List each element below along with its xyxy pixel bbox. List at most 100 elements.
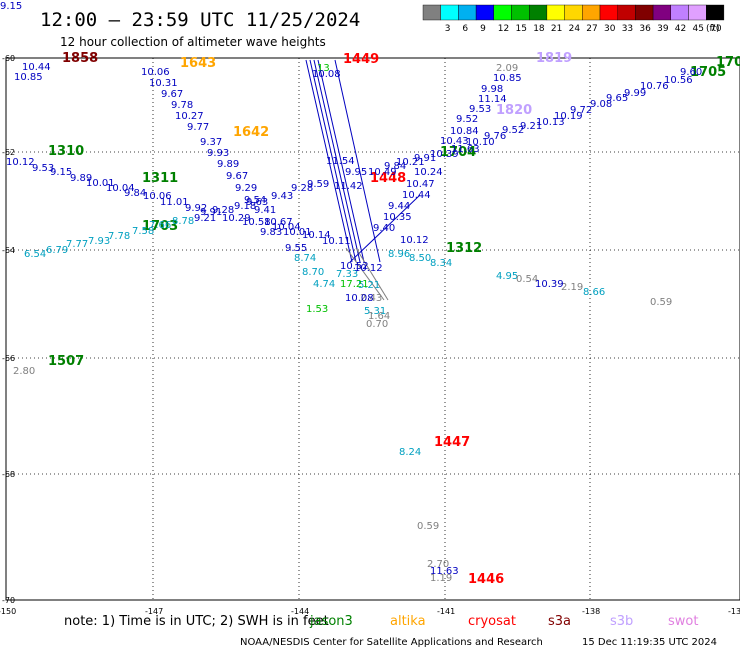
- wave-height-value: 9.54: [244, 195, 266, 206]
- footer-timestamp: 15 Dec 11:19:35 UTC 2024: [582, 637, 717, 648]
- track-labels: 1858 1643 1642 1449 1448 1447 1446 1819 …: [48, 51, 740, 587]
- track-label-1643: 1643: [180, 56, 216, 71]
- wave-height-value: 10.21: [396, 157, 425, 168]
- colorbar-tick-label: 39: [657, 24, 669, 34]
- colorbar-tick-label: 15: [516, 24, 527, 34]
- colorbar-tick-label: 24: [569, 24, 581, 34]
- wave-height-value: 2.70: [427, 559, 449, 570]
- colorbar-tick-label: 3: [445, 24, 451, 34]
- wave-height-value: 9.92: [185, 203, 207, 214]
- track-label-1819: 1819: [536, 51, 572, 66]
- lon-tick-label: -144: [291, 607, 309, 616]
- wave-height-value: 10.44: [402, 190, 431, 201]
- wave-height-value: 9.89: [70, 173, 92, 184]
- track-line: [345, 247, 385, 301]
- wave-height-value: 9.89: [217, 159, 239, 170]
- wave-height-value: 10.58: [242, 217, 271, 228]
- lat-tick-label: -70: [2, 596, 15, 605]
- wave-height-value: 1.19: [430, 573, 452, 584]
- wave-height-value: 17.21: [340, 279, 369, 290]
- wave-height-value: 9.52: [502, 125, 524, 136]
- track-line: [309, 59, 357, 263]
- wave-height-value: 8.96: [388, 249, 410, 260]
- colorbar-swatch: [546, 4, 565, 21]
- wave-height-value: 10.29: [222, 213, 251, 224]
- track-label-1507: 1507: [48, 354, 84, 369]
- footer-credit: NOAA/NESDIS Center for Satellite Applica…: [240, 637, 543, 648]
- colorbar-tick-label: 21: [551, 24, 562, 34]
- wave-height-value: 2.80: [13, 366, 35, 377]
- wave-height-value: 8.70: [302, 267, 324, 278]
- wave-height-value: 10.52: [340, 261, 369, 272]
- wave-height-value: 10.56: [664, 75, 693, 86]
- satellite-legend-s3a: s3a: [548, 614, 571, 629]
- wave-height-value: 10.12: [400, 235, 429, 246]
- wave-height-value: 10.31: [149, 78, 178, 89]
- track-label-1449: 1449: [343, 52, 379, 67]
- colorbar-tick-label: 42: [675, 24, 686, 34]
- wave-height-value: 10.49: [368, 167, 397, 178]
- wave-height-value: 0.59: [650, 297, 672, 308]
- colorbar-tick-label: 33: [622, 24, 633, 34]
- colorbar-tick-label: 9: [480, 24, 486, 34]
- wave-height-value: 10.67: [264, 217, 293, 228]
- colorbar-swatch: [582, 4, 601, 21]
- wave-height-value: 10.43: [440, 136, 469, 147]
- colorbar-swatch: [599, 4, 618, 21]
- wave-height-value: 9.65: [606, 93, 628, 104]
- track-line: [305, 59, 353, 263]
- wave-height-value: 5.21: [358, 280, 380, 291]
- wave-height-value: 8.24: [399, 447, 421, 458]
- track-label-1858: 1858: [62, 51, 98, 66]
- wave-height-value: 8.50: [409, 253, 431, 264]
- wave-height-value: 9.83: [260, 227, 282, 238]
- wave-height-value: 10.76: [640, 81, 669, 92]
- satellite-legend-s3b: s3b: [610, 614, 633, 629]
- wave-height-value: 9.28: [291, 183, 313, 194]
- wave-height-value: 9.84: [384, 161, 406, 172]
- wave-height-value: 0.54: [516, 274, 538, 285]
- lat-tick-label: -66: [2, 354, 15, 363]
- wave-height-value: 11.14: [478, 94, 507, 105]
- wave-height-value: 10.11: [322, 236, 351, 247]
- wave-height-value: 9.59: [307, 179, 329, 190]
- wave-height-value: 10.06: [143, 191, 172, 202]
- track-label-1447: 1447: [434, 435, 470, 450]
- wave-height-value: 10.47: [406, 179, 435, 190]
- track-label-1642: 1642: [233, 125, 269, 140]
- page-title: 12:00 — 23:59 UTC 11/25/2024: [40, 9, 360, 31]
- wave-height-value: 9.43: [271, 191, 293, 202]
- track-line: [349, 194, 421, 263]
- page-subtitle: 12 hour collection of altimeter wave hei…: [60, 35, 326, 49]
- wave-height-value: 10.24: [414, 167, 443, 178]
- wave-height-value: 10.85: [14, 72, 43, 83]
- colorbar-tick-label: 45: [693, 24, 704, 34]
- cryosat-track-lines: [305, 59, 421, 301]
- wave-height-value: 2.09: [496, 63, 518, 74]
- colorbar-tick-label: 12: [498, 24, 509, 34]
- wave-height-value: 7.33: [336, 269, 358, 280]
- wave-height-value: 1.53: [306, 304, 328, 315]
- colorbar-swatch: [440, 4, 459, 21]
- wave-height-value: 9.67: [161, 89, 183, 100]
- wave-height-value: 9.29: [235, 183, 257, 194]
- wave-height-value: 11.54: [326, 156, 355, 167]
- wave-height-value: 9.63: [246, 197, 268, 208]
- track-label-1310: 1310: [48, 144, 84, 159]
- wave-height-value: 10.85: [493, 73, 522, 84]
- wave-height-value: 10.01: [283, 227, 312, 238]
- track-line: [334, 59, 381, 263]
- colorbar-swatch: [617, 4, 636, 21]
- wave-height-value: 10.35: [383, 212, 412, 223]
- colorbar-tick-label: 27: [586, 24, 597, 34]
- colorbar-swatch: [688, 4, 707, 21]
- track-label-1446: 1446: [468, 572, 504, 587]
- wave-height-value: 9.93: [207, 148, 229, 159]
- wave-height-value: 9.77: [187, 122, 209, 133]
- wave-height-value: 9.91: [200, 207, 222, 218]
- wave-height-value: 4.74: [313, 279, 335, 290]
- wave-height-value: 9.99: [624, 88, 646, 99]
- wave-height-value: 6.79: [46, 245, 68, 256]
